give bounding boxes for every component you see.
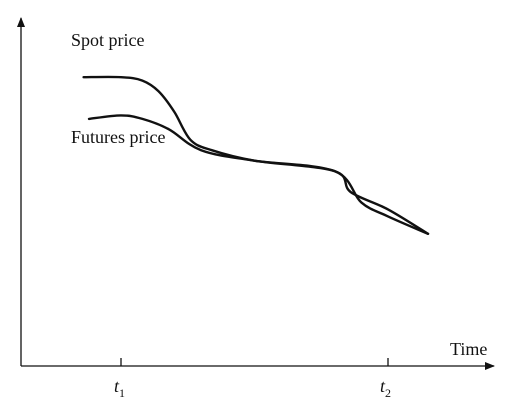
x-tick-label-t2: t2: [380, 376, 391, 400]
series-label-futures-price: Futures price: [71, 127, 165, 147]
series-label-spot-price: Spot price: [71, 30, 145, 50]
series-line-spot-price: [82, 75, 430, 235]
x-tick-label-t1: t1: [114, 376, 125, 400]
x-axis-label: Time: [450, 339, 487, 359]
series-line-futures-price: [87, 114, 430, 235]
